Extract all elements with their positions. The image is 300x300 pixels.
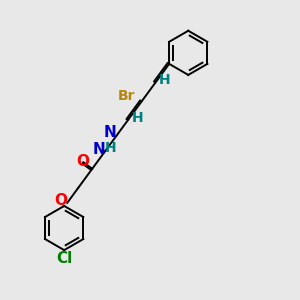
Text: O: O (54, 193, 67, 208)
Text: H: H (131, 111, 143, 125)
Text: N: N (92, 142, 105, 157)
Text: Br: Br (118, 89, 136, 103)
Text: H: H (159, 73, 171, 87)
Text: H: H (105, 141, 116, 154)
Text: O: O (76, 154, 89, 169)
Text: Cl: Cl (56, 251, 72, 266)
Text: N: N (104, 124, 116, 140)
